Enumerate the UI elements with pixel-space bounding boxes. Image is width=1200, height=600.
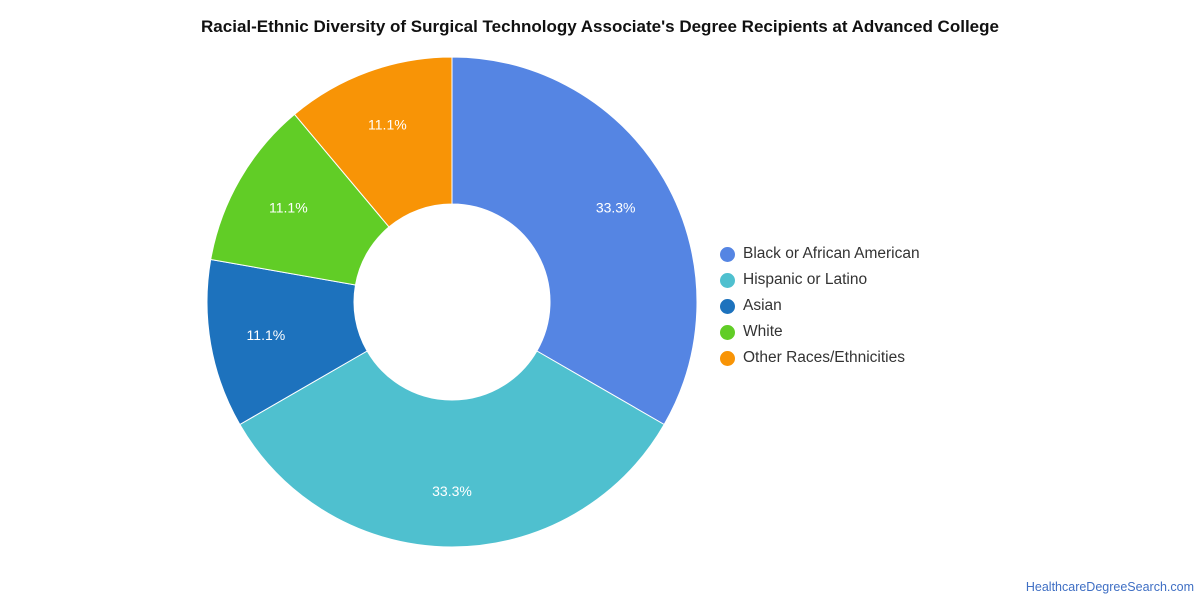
- slice-label-asian: 11.1%: [247, 327, 286, 343]
- legend-item-other-races-ethnicities[interactable]: Other Races/Ethnicities: [720, 345, 920, 371]
- slice-black-or-african-american[interactable]: [451, 56, 698, 426]
- chart-title: Racial-Ethnic Diversity of Surgical Tech…: [201, 17, 999, 36]
- legend-item-black-or-african-american[interactable]: Black or African American: [720, 241, 920, 267]
- legend-swatch: [720, 298, 735, 314]
- slice-label-other-races-ethnicities: 11.1%: [368, 116, 407, 132]
- legend-swatch: [720, 324, 735, 340]
- legend-swatch: [720, 272, 735, 288]
- legend-item-white[interactable]: White: [720, 319, 920, 345]
- legend-label: Asian: [743, 297, 782, 314]
- slice-other-races-ethnicities[interactable]: [293, 56, 453, 228]
- legend-label: Other Races/Ethnicities: [743, 349, 905, 366]
- slice-asian[interactable]: [206, 258, 368, 426]
- chart-legend: Black or African American Hispanic or Lat…: [720, 241, 920, 371]
- legend-label: Black or African American: [743, 245, 920, 262]
- legend-swatch: [720, 246, 735, 262]
- slice-label-white: 11.1%: [269, 200, 308, 216]
- legend-item-hispanic-or-latino[interactable]: Hispanic or Latino: [720, 267, 920, 293]
- slice-hispanic-or-latino[interactable]: [239, 350, 665, 548]
- legend-label: White: [743, 323, 783, 340]
- slice-label-black-or-african-american: 33.3%: [596, 200, 636, 216]
- legend-swatch: [720, 350, 735, 366]
- slice-white[interactable]: [210, 113, 390, 286]
- legend-item-asian[interactable]: Asian: [720, 293, 920, 319]
- source-link[interactable]: HealthcareDegreeSearch.com: [1025, 580, 1194, 594]
- slice-label-hispanic-or-latino: 33.3%: [432, 483, 472, 499]
- legend-label: Hispanic or Latino: [743, 271, 868, 288]
